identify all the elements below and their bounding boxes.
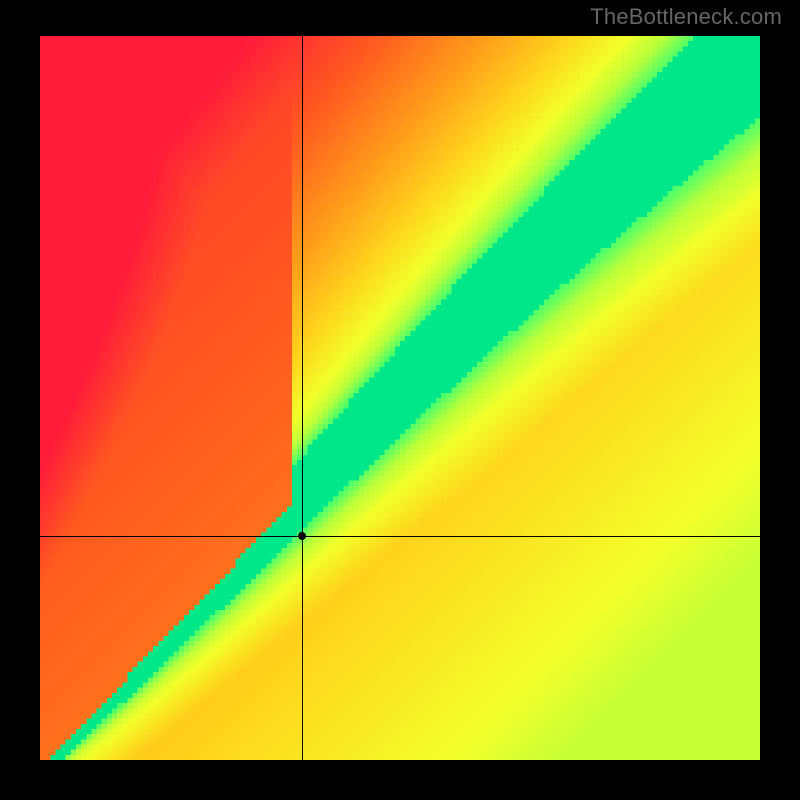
crosshair-vertical bbox=[302, 36, 303, 760]
crosshair-horizontal bbox=[40, 536, 760, 537]
plot-area bbox=[40, 36, 760, 760]
watermark-text: TheBottleneck.com bbox=[590, 4, 782, 30]
selection-marker-dot bbox=[298, 532, 306, 540]
bottleneck-heatmap bbox=[40, 36, 760, 760]
chart-container: TheBottleneck.com bbox=[0, 0, 800, 800]
